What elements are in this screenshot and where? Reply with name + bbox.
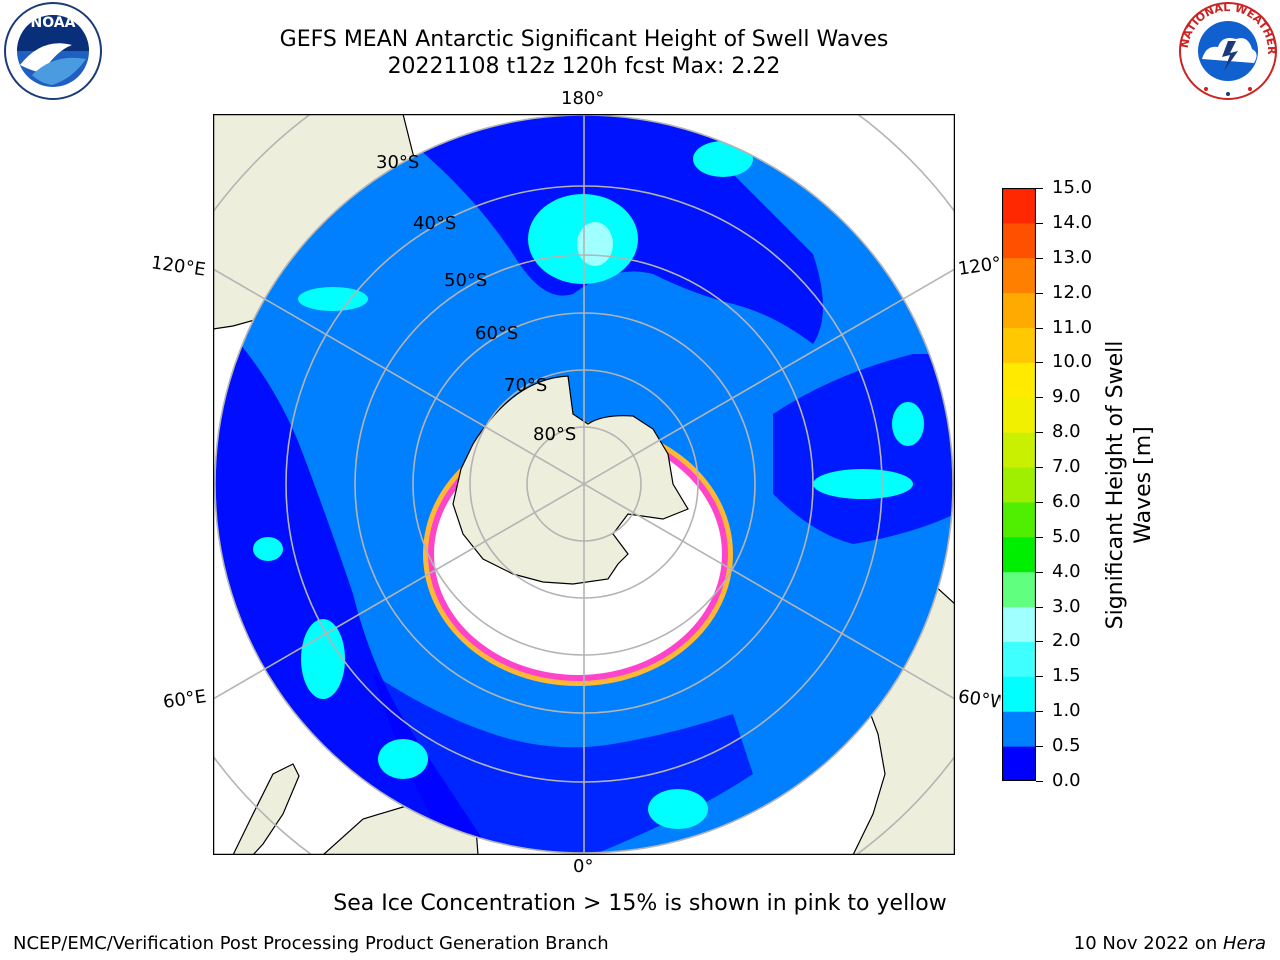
colorbar-tick-mark: [1036, 781, 1043, 782]
swell-band-low-east: [773, 354, 953, 544]
noaa-logo-icon: NOAA: [2, 1, 104, 105]
colorbar-label-line1: Significant Height of Swell: [1103, 340, 1128, 630]
swell-patch-high-south: [378, 739, 428, 779]
lon-label-0: 0°: [573, 856, 594, 877]
colorbar-tick-mark: [1036, 188, 1043, 189]
swell-patch-high-west: [298, 287, 368, 311]
colorbar-tick-mark: [1036, 501, 1043, 503]
colorbar-tick-mark: [1036, 257, 1043, 259]
colorbar-tick-mark: [1036, 571, 1043, 573]
swell-patch-higher-north: [577, 222, 613, 266]
colorbar: [1001, 187, 1037, 782]
lon-label-120w: 120°W: [956, 253, 1002, 280]
swell-patch-high-southsoutheast: [648, 789, 708, 829]
colorbar-tick-label: 7.0: [1052, 456, 1081, 478]
footer-date-text: 10 Nov 2022 on: [1073, 933, 1223, 954]
lon-label-120e: 120°E: [149, 252, 207, 281]
colorbar-tick-mark: [1036, 362, 1043, 364]
colorbar-tick-label: 14.0: [1052, 211, 1093, 233]
colorbar-segment: [1002, 432, 1036, 468]
colorbar-segment: [1002, 501, 1036, 538]
lat-label-80s: 80°S: [533, 424, 577, 445]
colorbar-tick-label: 2.0: [1052, 630, 1081, 652]
colorbar-label-line2: Waves [m]: [1131, 426, 1156, 544]
colorbar-tick-mark: [1036, 397, 1043, 399]
colorbar-tick-label: 3.0: [1052, 595, 1081, 617]
colorbar-tick-label: 13.0: [1052, 246, 1093, 268]
footer-credit: NCEP/EMC/Verification Post Processing Pr…: [13, 933, 609, 954]
lon-label-60e: 60°E: [161, 686, 208, 713]
lon-label-180: 180°: [561, 88, 605, 109]
footer-date: 10 Nov 2022 on Hera: [1074, 933, 1266, 954]
colorbar-segment: [1002, 397, 1036, 433]
colorbar-segment: [1002, 571, 1036, 608]
nws-logo-icon: NATIONAL WEATHER SERVICE: [1174, 0, 1278, 105]
swell-patch-high-northeast: [693, 141, 753, 177]
colorbar-tick-label: 8.0: [1052, 421, 1081, 443]
colorbar-tick-label: 0.5: [1052, 735, 1081, 757]
lat-label-60s: 60°S: [475, 323, 519, 344]
colorbar-segment: [1002, 257, 1036, 294]
footer-machine: Hera: [1222, 933, 1266, 954]
colorbar-tick-mark: [1036, 746, 1043, 748]
noaa-logo-text: NOAA: [30, 15, 76, 31]
colorbar-segment: [1002, 746, 1036, 782]
colorbar-tick-label: 1.5: [1052, 665, 1081, 687]
colorbar-tick-mark: [1036, 327, 1043, 329]
colorbar-segment: [1002, 606, 1036, 642]
swell-patch-high-west-2: [253, 537, 283, 561]
colorbar-tick-mark: [1036, 641, 1043, 643]
colorbar-segment: [1002, 292, 1036, 329]
colorbar-segment: [1002, 327, 1036, 363]
lon-label-60w: 60°W: [956, 686, 1002, 713]
colorbar-tick-mark: [1036, 432, 1043, 434]
colorbar-segment: [1002, 676, 1036, 712]
colorbar-segment: [1002, 222, 1036, 259]
colorbar-tick-label: 4.0: [1052, 560, 1081, 582]
colorbar-tick-mark: [1036, 292, 1043, 294]
colorbar-segment: [1002, 188, 1036, 224]
lat-label-50s: 50°S: [444, 270, 488, 291]
colorbar-tick-label: 15.0: [1052, 177, 1093, 198]
lat-label-40s: 40°S: [413, 213, 457, 234]
colorbar-segment: [1002, 536, 1036, 573]
colorbar-tick-mark: [1036, 711, 1043, 713]
colorbar-tick-label: 6.0: [1052, 490, 1081, 512]
land-madagascar: [232, 763, 300, 855]
polar-map: [213, 114, 955, 855]
colorbar-border: [1001, 187, 1037, 782]
colorbar-tick-label: 11.0: [1052, 316, 1093, 338]
colorbar-tick-label: 12.0: [1052, 281, 1093, 303]
lat-label-70s: 70°S: [504, 375, 548, 396]
colorbar-tick-mark: [1036, 606, 1043, 608]
colorbar-segment: [1002, 362, 1036, 398]
colorbar-segment: [1002, 467, 1036, 503]
swell-patch-high-southwest: [301, 619, 345, 699]
colorbar-tick-label: 5.0: [1052, 525, 1081, 547]
colorbar-tick-mark: [1036, 222, 1043, 224]
colorbar-tick-mark: [1036, 467, 1043, 469]
swell-patch-high-east: [813, 469, 913, 499]
colorbar-tick-mark: [1036, 676, 1043, 678]
colorbar-segment: [1002, 641, 1036, 677]
colorbar-segment: [1002, 711, 1036, 747]
colorbar-tick-label: 1.0: [1052, 700, 1081, 722]
colorbar-tick-label: 9.0: [1052, 386, 1081, 408]
map-frame: [213, 114, 955, 855]
graticule: [213, 114, 955, 855]
colorbar-tick-label: 0.0: [1052, 770, 1081, 791]
lat-label-30s: 30°S: [376, 152, 420, 173]
map-subtitle: 20221108 t12z 120h fcst Max: 2.22: [387, 54, 781, 79]
colorbar-tick-mark: [1036, 536, 1043, 538]
sea-ice-note: Sea Ice Concentration > 15% is shown in …: [333, 891, 947, 916]
map-title: GEFS MEAN Antarctic Significant Height o…: [279, 27, 889, 52]
colorbar-tick-label: 10.0: [1052, 351, 1093, 373]
swell-patch-high-east-2: [892, 402, 924, 446]
